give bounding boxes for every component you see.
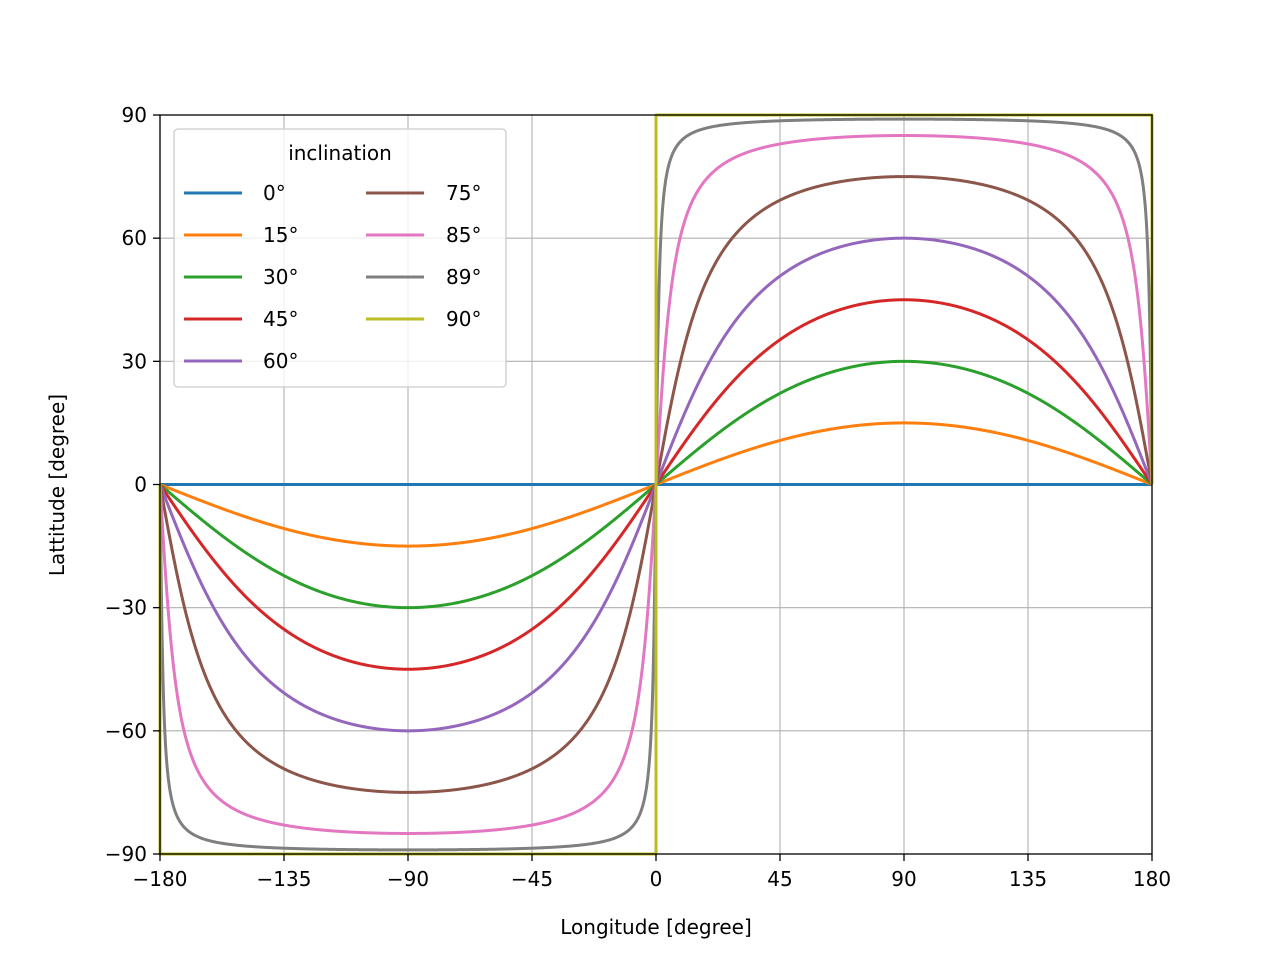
legend: inclination 0° 15° 30° 45° 60° 75° 85° 89° 90° <box>173 128 507 388</box>
x-tick-label: 0 <box>650 867 663 891</box>
x-tick-label: 135 <box>1009 867 1047 891</box>
legend-label-30: 30° <box>263 265 298 289</box>
y-tick-label: −60 <box>105 719 147 743</box>
y-tick-label: 60 <box>122 226 147 250</box>
y-tick-label: 0 <box>134 473 147 497</box>
x-tick-label: −180 <box>133 867 188 891</box>
y-axis-label: Lattitude [degree] <box>45 394 69 576</box>
plot-lines <box>158 113 1154 856</box>
x-tick-label: −90 <box>387 867 429 891</box>
y-tick-label: −30 <box>105 596 147 620</box>
legend-label-15: 15° <box>263 223 298 247</box>
legend-label-45: 45° <box>263 307 298 331</box>
legend-box <box>173 128 507 388</box>
legend-label-85: 85° <box>446 223 481 247</box>
y-tick-label: 90 <box>122 103 147 127</box>
y-tick-label: −90 <box>105 842 147 866</box>
legend-title: inclination <box>288 141 392 165</box>
x-tick-label: −45 <box>511 867 553 891</box>
legend-label-75: 75° <box>446 181 481 205</box>
legend-label-0: 0° <box>263 181 286 205</box>
ticks: −180 −135 −90 −45 0 45 90 135 180 −90 −60 −30 0 30 60 9… <box>105 103 1171 891</box>
x-tick-label: 180 <box>1133 867 1171 891</box>
legend-label-89: 89° <box>446 265 481 289</box>
y-tick-label: 30 <box>122 349 147 373</box>
legend-label-60: 60° <box>263 349 298 373</box>
legend-label-90: 90° <box>446 307 481 331</box>
x-tick-label: −135 <box>257 867 312 891</box>
x-axis-label: Longitude [degree] <box>560 915 752 939</box>
x-tick-label: 45 <box>767 867 792 891</box>
x-tick-label: 90 <box>891 867 916 891</box>
